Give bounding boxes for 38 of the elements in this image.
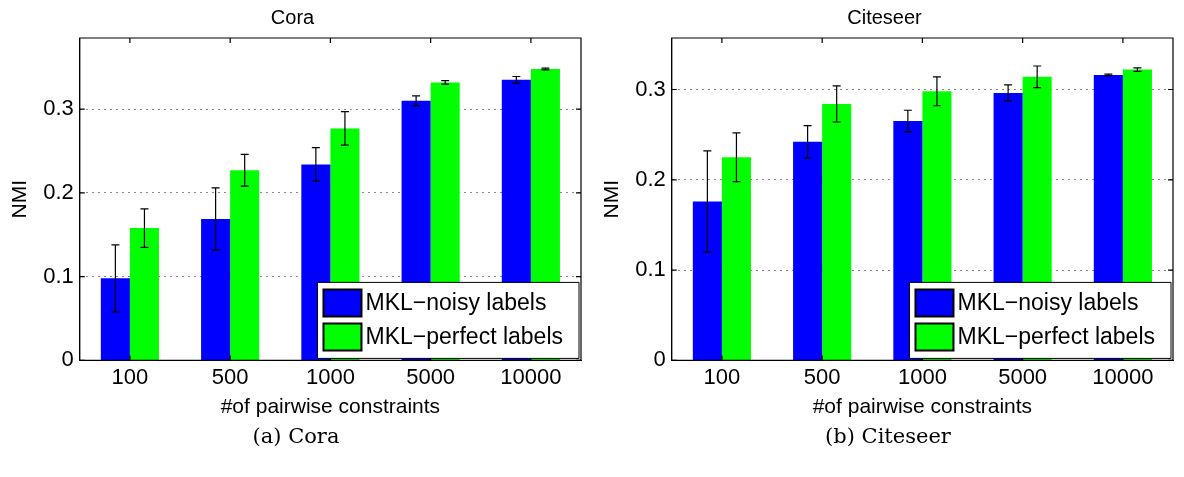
bar: [821, 103, 851, 360]
x-tick-label: 5000: [997, 363, 1047, 389]
x-tick-label: 10000: [499, 363, 561, 389]
x-tick-label: 500: [211, 363, 249, 389]
y-tick-label: 0.1: [42, 262, 74, 288]
chart-title: Cora: [270, 5, 315, 28]
y-axis-title: NMI: [6, 179, 30, 219]
bar: [129, 228, 159, 360]
x-axis-title: #of pairwise constraints: [220, 394, 440, 418]
legend-label: MKL−perfect labels: [364, 322, 563, 349]
x-axis-title: #of pairwise constraints: [812, 394, 1032, 418]
y-tick-label: 0.2: [42, 178, 74, 204]
x-tick-label: 1000: [305, 363, 355, 389]
y-tick-label: 0.3: [42, 95, 74, 121]
bar: [721, 157, 751, 360]
x-tick-label: 100: [703, 363, 740, 389]
y-axis-title: NMI: [598, 179, 622, 219]
text: (a) Cora: [252, 424, 340, 448]
bar: [229, 170, 259, 360]
legend-label: MKL−perfect labels: [956, 322, 1155, 349]
bar: [100, 278, 130, 360]
bar: [200, 218, 230, 360]
legend-label: MKL−noisy labels: [364, 288, 546, 315]
chart-title: Citeseer: [846, 5, 922, 28]
y-tick-label: 0.2: [634, 165, 666, 191]
bar: [692, 201, 722, 360]
x-tick-label: 5000: [405, 363, 455, 389]
bar: [792, 141, 822, 360]
x-tick-label: 10000: [1091, 363, 1153, 389]
y-tick-label: 0: [61, 346, 74, 372]
y-tick-label: 0: [653, 346, 666, 372]
x-tick-label: 1000: [897, 363, 947, 389]
text: (b) Citeseer: [825, 424, 951, 448]
y-tick-label: 0.1: [634, 256, 666, 282]
legend-label: MKL−noisy labels: [956, 288, 1138, 315]
y-tick-label: 0.3: [634, 75, 666, 101]
x-tick-label: 100: [111, 363, 148, 389]
x-tick-label: 500: [803, 363, 841, 389]
